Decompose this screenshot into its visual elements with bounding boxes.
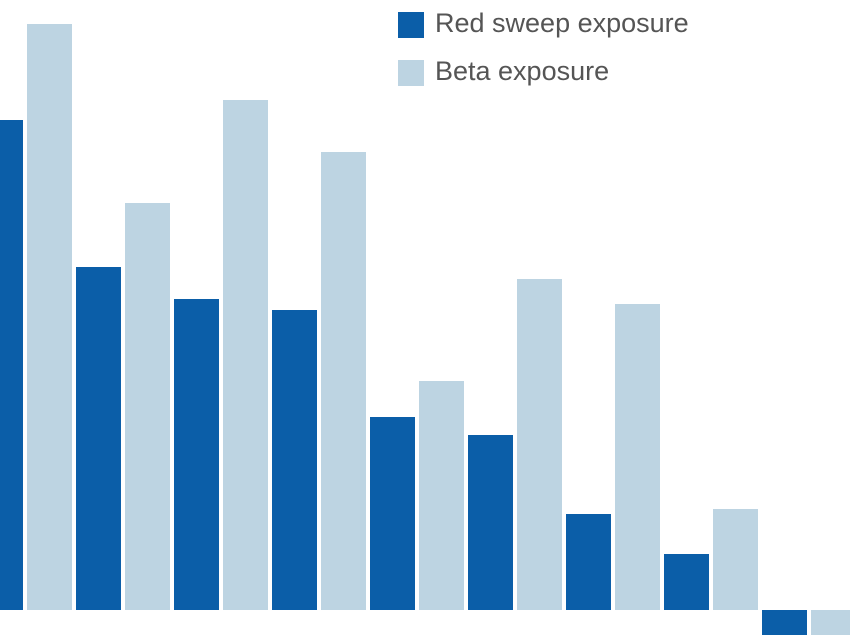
bar: [419, 381, 464, 610]
bar: [27, 24, 72, 610]
bar: [321, 152, 366, 610]
bar: [811, 610, 850, 635]
bar: [615, 304, 660, 610]
bar: [174, 299, 219, 610]
bar: [272, 310, 317, 610]
bar: [370, 417, 415, 610]
legend-label: Beta exposure: [435, 56, 609, 86]
legend-swatch: [398, 60, 424, 86]
bar: [713, 509, 758, 610]
bar: [664, 554, 709, 610]
bar: [566, 514, 611, 610]
bar: [76, 267, 121, 610]
bar: [125, 203, 170, 610]
bar: [468, 435, 513, 610]
legend-swatch: [398, 12, 424, 38]
legend-label: Red sweep exposure: [435, 8, 689, 38]
bar: [0, 120, 23, 610]
bar: [223, 100, 268, 610]
bar: [762, 610, 807, 635]
bar: [517, 279, 562, 610]
